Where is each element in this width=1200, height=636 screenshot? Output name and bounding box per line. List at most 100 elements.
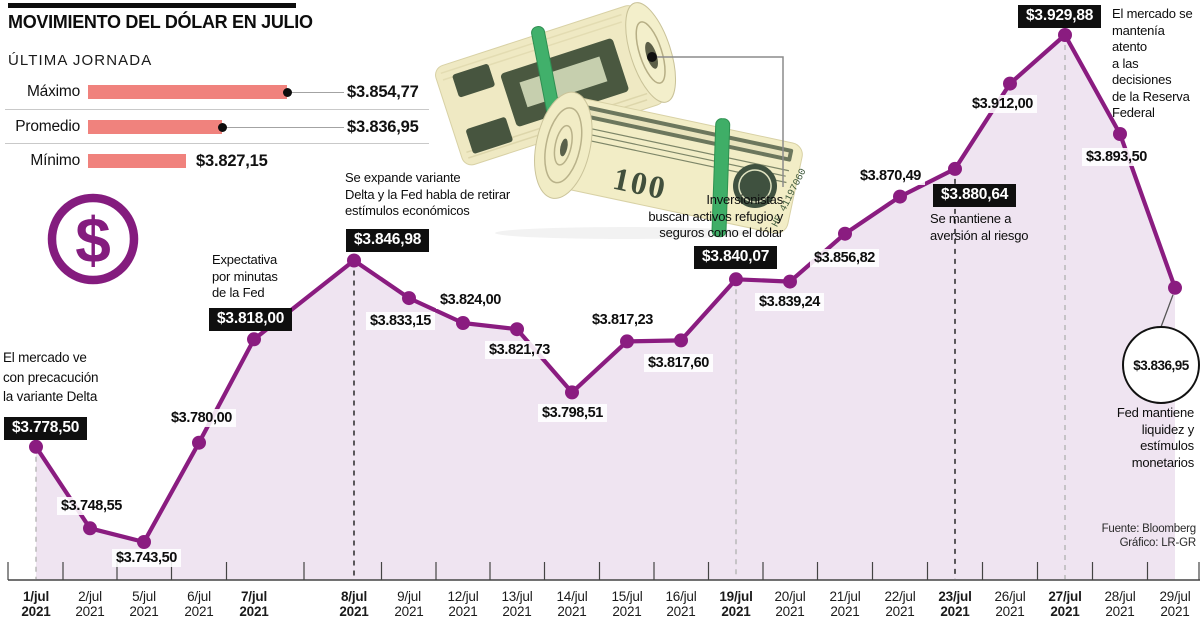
x-tick-label-22-jul: 22/jul 2021 xyxy=(884,589,916,619)
x-tick-label-15-jul: 15/jul 2021 xyxy=(611,589,643,619)
value-label-16-jul: $3.817,60 xyxy=(644,354,713,372)
source-credit: Fuente: Bloomberg Gráfico: LR-GR xyxy=(996,522,1197,550)
bill-roll-front: 100 HF 41197060 xyxy=(534,91,809,238)
annotation-fed-decisions: El mercado se mantenía atento a las deci… xyxy=(1112,6,1193,120)
annotation-fed-minutes: Expectativa por minutas de la Fed xyxy=(212,252,278,300)
data-point-12-jul xyxy=(456,316,470,330)
summary-bar xyxy=(88,85,287,99)
data-point-8-jul xyxy=(347,253,361,268)
data-point-7-jul xyxy=(247,332,261,347)
value-label-8-jul: $3.846,98 xyxy=(346,229,430,252)
value-label-27-jul: $3.929,88 xyxy=(1018,5,1102,28)
bar-end-dot xyxy=(218,122,227,132)
data-point-5-jul xyxy=(137,535,151,549)
value-label-5-jul: $3.743,50 xyxy=(112,549,181,567)
x-tick-label-29-jul: 29/jul 2021 xyxy=(1159,589,1191,619)
photo-callout-dot xyxy=(647,52,657,62)
dollar-rolls-photo: 100 HF 41197060 xyxy=(435,2,809,239)
x-tick-label-7-jul: 7/jul 2021 xyxy=(239,589,269,619)
source-line: Fuente: Bloomberg xyxy=(1101,523,1197,535)
value-label-26-jul: $3.912,00 xyxy=(968,95,1037,113)
data-point-13-jul xyxy=(510,322,524,337)
title-rule xyxy=(8,3,296,8)
value-label-20-jul: $3.839,24 xyxy=(755,293,824,311)
data-point-23-jul xyxy=(948,161,962,176)
value-label-23-jul: $3.880,64 xyxy=(933,184,1017,207)
x-tick-label-12-jul: 12/jul 2021 xyxy=(447,589,479,619)
value-label-13-jul: $3.821,73 xyxy=(485,341,554,359)
x-tick-label-9-jul: 9/jul 2021 xyxy=(394,589,424,619)
data-point-21-jul xyxy=(838,226,852,241)
x-tick-label-28-jul: 28/jul 2021 xyxy=(1104,589,1136,619)
data-point-26-jul xyxy=(1003,76,1017,91)
x-tick-label-23-jul: 23/jul 2021 xyxy=(938,589,972,619)
leader-line xyxy=(292,91,344,93)
summary-value: $3.836,95 xyxy=(347,118,419,136)
bar-end-dot xyxy=(283,87,292,97)
data-point-2-jul xyxy=(83,521,97,536)
x-tick-label-1-jul: 1/jul 2021 xyxy=(21,589,51,619)
data-point-28-jul xyxy=(1113,127,1127,141)
source-line: Gráfico: LR-GR xyxy=(1119,537,1197,549)
summary-bar xyxy=(88,154,186,168)
x-tick-label-8-jul: 8/jul 2021 xyxy=(339,589,369,619)
data-point-14-jul xyxy=(565,385,579,400)
annotation-safe-haven: Inversionistas buscan activos refugio y … xyxy=(648,192,783,240)
annotation-risk-aversion: Se mantiene a aversión al riesgo xyxy=(930,211,1029,243)
page-title: MOVIMIENTO DEL DÓLAR EN JULIO xyxy=(8,12,313,32)
annotation-delta-expands: Se expande variante Delta y la Fed habla… xyxy=(345,170,511,218)
x-tick-label-6-jul: 6/jul 2021 xyxy=(184,589,214,619)
value-label-21-jul: $3.856,82 xyxy=(810,249,879,267)
data-point-16-jul xyxy=(674,333,688,348)
data-point-9-jul xyxy=(402,291,416,306)
dollar-sign: $ xyxy=(75,204,110,276)
photo-shadow xyxy=(495,227,755,239)
x-tick-label-26-jul: 26/jul 2021 xyxy=(994,589,1026,619)
x-tick-label-16-jul: 16/jul 2021 xyxy=(665,589,697,619)
x-tick-label-20-jul: 20/jul 2021 xyxy=(774,589,806,619)
area-fill xyxy=(36,35,1175,580)
value-label-14-jul: $3.798,51 xyxy=(538,404,607,422)
value-label-28-jul: $3.893,50 xyxy=(1082,148,1151,166)
value-label-22-jul: $3.870,49 xyxy=(856,167,925,185)
dollar-badge-icon: $ xyxy=(47,193,139,285)
summary-label: Promedio xyxy=(15,118,80,135)
circle-connector xyxy=(1160,294,1174,328)
data-point-27-jul xyxy=(1058,28,1072,42)
data-point-20-jul xyxy=(783,274,797,289)
summary-bar xyxy=(88,120,222,134)
leader-line xyxy=(227,126,344,128)
data-point-6-jul xyxy=(192,435,206,450)
x-tick-label-2-jul: 2/jul 2021 xyxy=(75,589,105,619)
value-label-1-jul: $3.778,50 xyxy=(4,417,88,440)
bill-roll-back xyxy=(435,2,677,166)
x-tick-label-21-jul: 21/jul 2021 xyxy=(829,589,861,619)
x-tick-label-19-jul: 19/jul 2021 xyxy=(719,589,753,619)
value-label-9-jul: $3.833,15 xyxy=(366,312,435,330)
value-label-15-jul: $3.817,23 xyxy=(588,311,657,329)
row-separator xyxy=(5,143,429,144)
data-point-19-jul xyxy=(729,272,743,287)
x-tick-label-14-jul: 14/jul 2021 xyxy=(556,589,588,619)
summary-value: $3.854,77 xyxy=(347,83,419,101)
value-label-2-jul: $3.748,55 xyxy=(57,497,126,515)
data-point-15-jul xyxy=(620,334,634,349)
value-label-6-jul: $3.780,00 xyxy=(167,409,236,427)
annotation-fed-liquidity: Fed mantiene liquidez y estímulos moneta… xyxy=(1116,405,1194,470)
value-label-12-jul: $3.824,00 xyxy=(436,291,505,309)
photo-callout-line xyxy=(652,56,784,187)
row-separator xyxy=(5,109,429,110)
x-tick-label-5-jul: 5/jul 2021 xyxy=(129,589,159,619)
summary-label: Máximo xyxy=(26,83,80,100)
summary-value: $3.827,15 xyxy=(196,152,268,170)
data-point-22-jul xyxy=(893,189,907,204)
subtitle: ÚLTIMA JORNADA xyxy=(8,52,153,69)
annotation-delta-caution: El mercado ve con precacución la variant… xyxy=(3,350,99,405)
value-label-7-jul: $3.818,00 xyxy=(209,308,293,331)
data-point-29-jul xyxy=(1168,280,1182,295)
data-point-1-jul xyxy=(29,439,43,454)
summary-label: Mínimo xyxy=(30,152,80,169)
value-label-29-jul: $3.836,95 xyxy=(1122,326,1200,404)
